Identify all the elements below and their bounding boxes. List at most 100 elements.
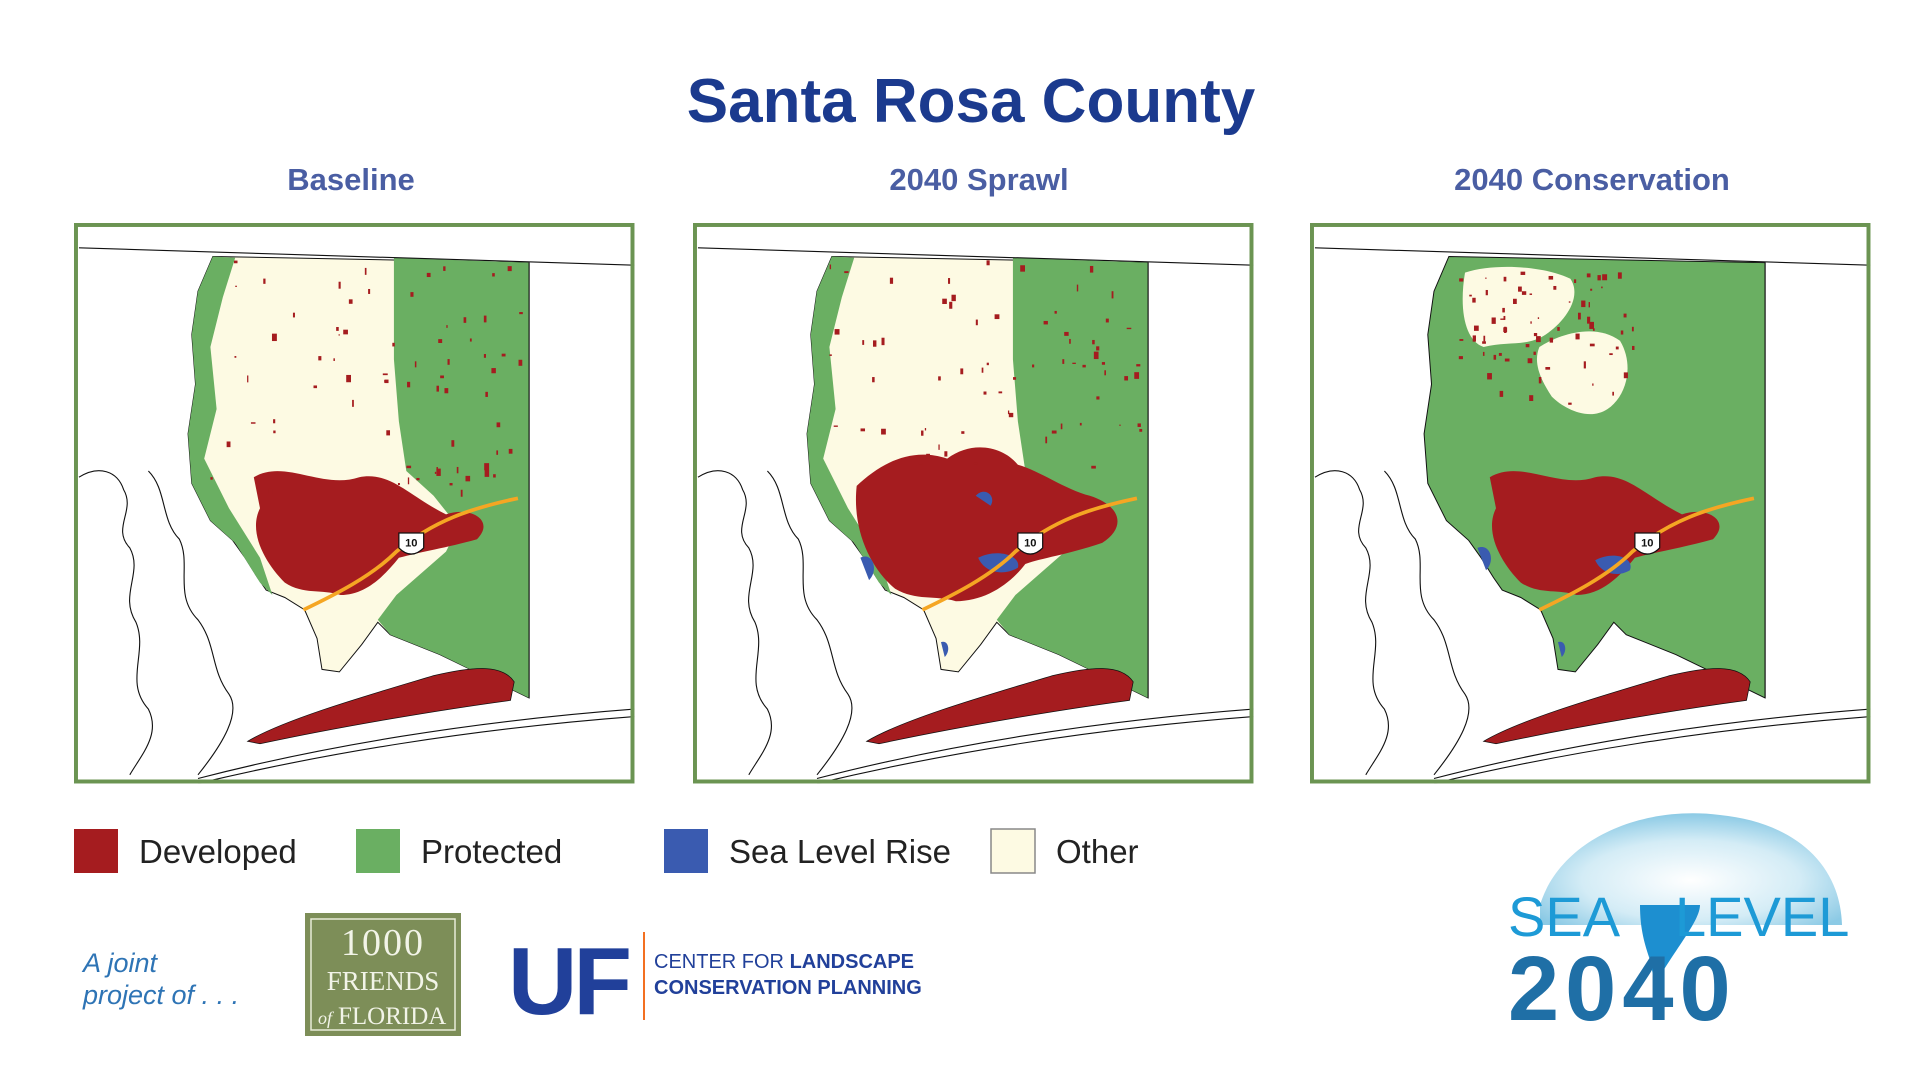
speckle [1575, 333, 1580, 340]
speckle [1498, 352, 1502, 356]
speckle [1548, 275, 1554, 280]
speckle [1520, 271, 1526, 275]
map: 10 [693, 223, 1254, 784]
sea-level-logo: SEA LEVEL 2040 [1508, 813, 1849, 1040]
speckle [1503, 327, 1508, 333]
legend-label: Sea Level Rise [729, 833, 951, 870]
friends-state: FLORIDA [338, 1003, 446, 1030]
speckle [247, 375, 249, 383]
speckle [1533, 351, 1536, 355]
speckle [1631, 326, 1634, 332]
speckle [1553, 285, 1557, 290]
speckle [483, 354, 487, 358]
speckle [1538, 377, 1542, 384]
map: 10 [74, 223, 635, 784]
speckle [926, 453, 930, 459]
panel-title: 2040 Sprawl [889, 162, 1068, 197]
speckle [921, 430, 924, 436]
legend: Developed Protected Sea Level Rise Other [74, 828, 1139, 874]
speckle [1615, 346, 1619, 350]
friends-logo: 1000 FRIENDS of FLORIDA [305, 913, 461, 1036]
speckle [1609, 353, 1613, 356]
speckle [1043, 320, 1048, 325]
friends-of: of [318, 1008, 335, 1028]
joint-line: project of . . . [82, 980, 239, 1010]
speckle [1119, 424, 1121, 426]
speckle [273, 430, 276, 434]
speckle [1092, 339, 1095, 345]
speckle [1045, 436, 1048, 444]
speckle [981, 367, 984, 373]
speckle [1482, 351, 1485, 356]
speckle [1459, 339, 1464, 341]
logo-word: LEVEL [1675, 885, 1849, 948]
speckle [1527, 358, 1533, 364]
speckle [392, 342, 395, 347]
speckle [1513, 298, 1517, 304]
speckle [271, 333, 277, 342]
speckle [986, 260, 990, 266]
speckle [1589, 343, 1595, 347]
map-panel: 2040 Sprawl 10 [693, 162, 1254, 784]
speckle [844, 271, 849, 274]
speckle [1136, 364, 1141, 367]
speckle [235, 285, 237, 287]
speckle [1568, 402, 1572, 405]
speckle [949, 301, 953, 309]
speckle [1020, 265, 1025, 272]
speckle [407, 477, 410, 485]
speckle [1008, 412, 1014, 418]
legend-swatch [356, 829, 400, 873]
speckle [1503, 276, 1507, 282]
highway-shield: 10 [405, 538, 417, 550]
speckle [1091, 465, 1096, 469]
speckle [1072, 362, 1076, 364]
friends-number: 1000 [341, 922, 425, 964]
speckle [1617, 272, 1622, 279]
speckle [485, 391, 488, 397]
speckle [938, 444, 940, 450]
speckle [1101, 362, 1106, 365]
speckle [1597, 275, 1601, 281]
uf-mark: UF [508, 928, 629, 1035]
speckle [881, 428, 886, 435]
speckle [1064, 331, 1069, 336]
speckle [234, 356, 237, 358]
speckle [1525, 344, 1530, 348]
speckle [443, 266, 446, 271]
speckle [829, 264, 832, 270]
speckle [508, 448, 513, 454]
speckle [998, 391, 1003, 394]
speckle [456, 466, 459, 474]
speckle [313, 385, 318, 389]
speckle [440, 375, 444, 379]
speckle [948, 278, 951, 284]
speckle [1485, 277, 1487, 279]
speckle [1602, 274, 1608, 281]
speckle [336, 327, 339, 331]
speckle [1592, 328, 1595, 331]
speckle [1623, 313, 1627, 318]
uf-line: CONSERVATION PLANNING [654, 977, 922, 999]
speckle [924, 428, 927, 431]
speckle [416, 477, 420, 481]
speckle [986, 362, 989, 366]
speckle [460, 489, 463, 497]
logo-year: 2040 [1508, 938, 1737, 1040]
speckle [938, 376, 941, 381]
speckle [1076, 284, 1079, 292]
speckle [944, 451, 948, 457]
speckle [352, 399, 354, 407]
speckle [250, 422, 256, 424]
speckle [463, 317, 467, 323]
speckle [491, 368, 496, 374]
speckle [364, 267, 367, 275]
speckle [1623, 372, 1628, 379]
speckle [436, 385, 439, 392]
speckle [226, 441, 231, 448]
speckle [954, 455, 958, 459]
legend-label: Developed [139, 833, 297, 870]
map: 10 [1310, 223, 1871, 784]
speckle [1079, 422, 1082, 426]
